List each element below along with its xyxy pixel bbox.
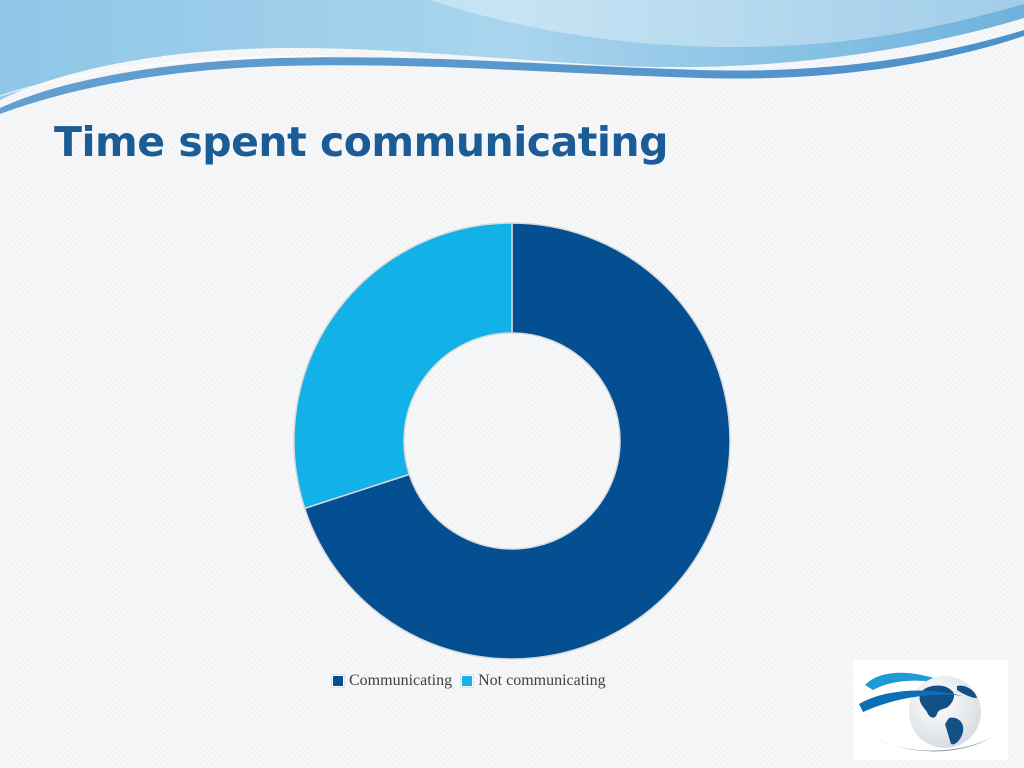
- logo: [853, 660, 1008, 760]
- legend-swatch: [332, 675, 344, 687]
- legend-swatch: [461, 675, 474, 687]
- legend-item-not-communicating: Not communicating: [461, 672, 606, 690]
- chart-legend: Communicating Not communicating: [332, 672, 615, 690]
- legend-item-communicating: Communicating: [332, 672, 452, 690]
- slide-title: Time spent communicating: [54, 118, 668, 166]
- header-wave-banner: [0, 0, 1024, 114]
- donut-slice-not-communicating: [293, 222, 513, 510]
- globe-swoosh-logo-icon: [859, 672, 1001, 752]
- legend-label: Not communicating: [478, 672, 606, 689]
- legend-label: Communicating: [349, 672, 453, 689]
- donut-slice-communicating: [303, 222, 731, 660]
